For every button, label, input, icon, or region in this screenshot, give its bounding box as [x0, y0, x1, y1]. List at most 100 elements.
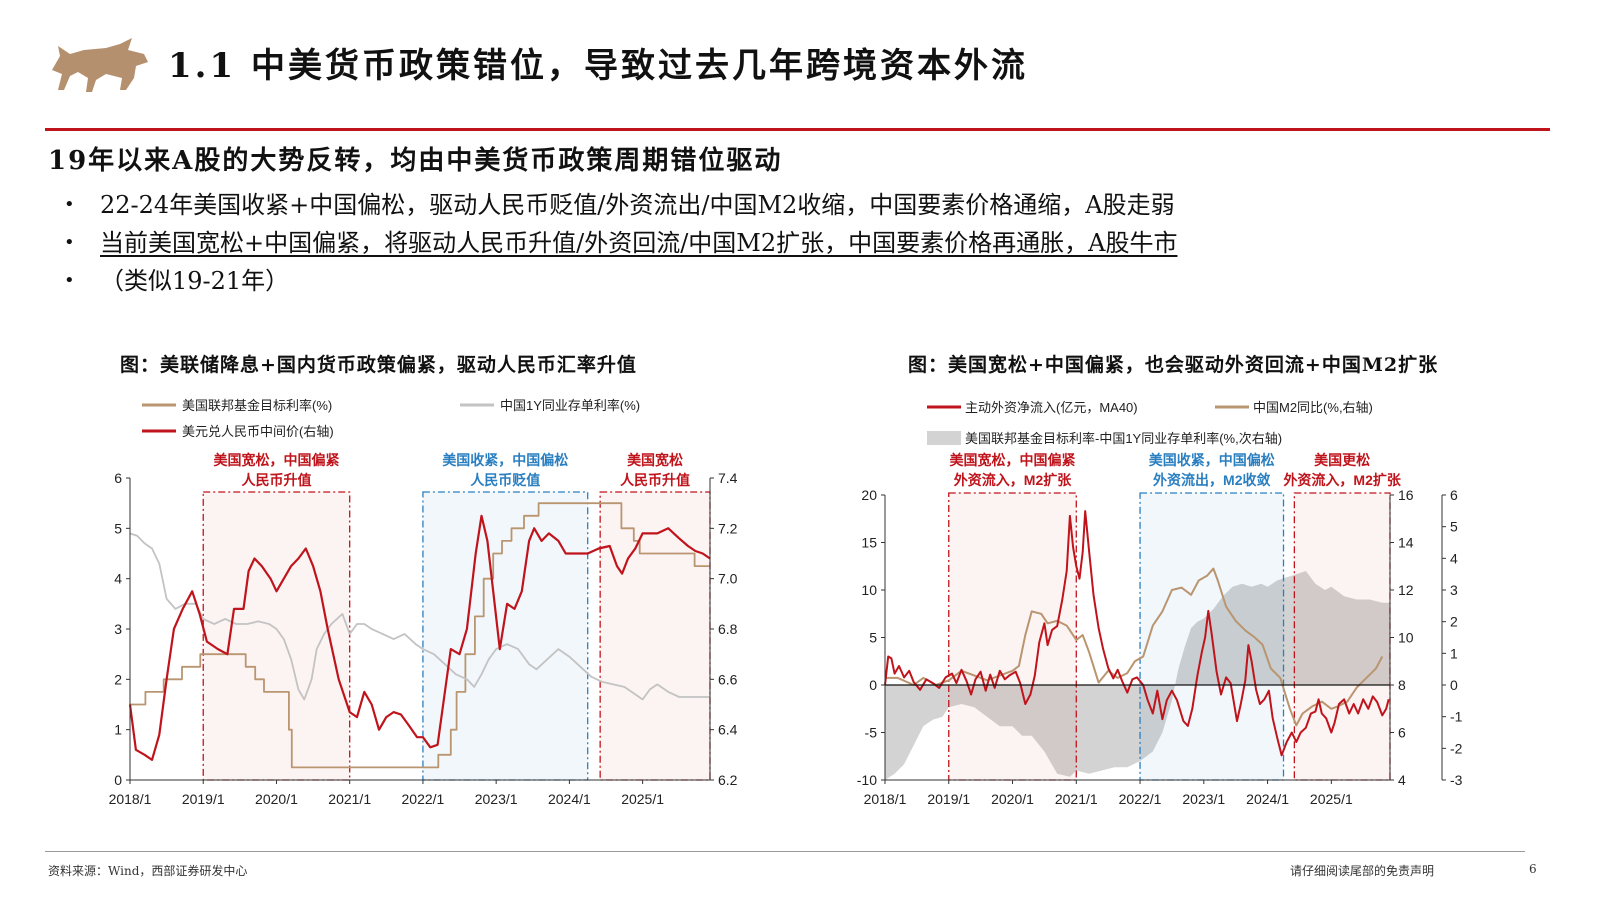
bullet-item: • 22-24年美国收紧+中国偏松，驱动人民币贬值/外资流出/中国M2收缩，中国要…: [64, 191, 1175, 219]
y-tick-label: 2: [114, 671, 122, 687]
headline: 19年以来A股的大势反转，均由中美货币政策周期错位驱动: [48, 146, 783, 176]
y2-tick-label: 14: [1398, 535, 1414, 551]
x-tick-label: 2025/1: [1310, 791, 1353, 807]
page-number: 6: [1529, 862, 1537, 876]
series-line: [130, 502, 710, 769]
annotation-label: 人民币升值: [620, 472, 690, 488]
source-note: 资料来源：Wind，西部证券研发中心: [48, 864, 248, 878]
page-title: 1.1 中美货币政策错位，导致过去几年跨境资本外流: [168, 46, 1028, 86]
y2-tick-label: 6.4: [718, 722, 738, 738]
bullet-list: • 22-24年美国收紧+中国偏松，驱动人民币贬值/外资流出/中国M2收缩，中国要…: [62, 186, 1177, 300]
y3-tick-label: 4: [1450, 550, 1458, 566]
bullet-text: （类似19-21年）: [100, 267, 290, 295]
y2-tick-label: 6.6: [718, 671, 738, 687]
x-tick-label: 2020/1: [255, 791, 298, 807]
y3-tick-label: 5: [1450, 519, 1458, 535]
annotation-label: 美国宽松，中国偏紧: [950, 452, 1076, 468]
chart-capital-flows: 主动外资净流入(亿元，MA40) 中国M2同比(%,右轴) 美国联邦基金目标利率-中…: [857, 400, 1463, 807]
x-tick-label: 2023/1: [1182, 791, 1225, 807]
x-tick-label: 2021/1: [328, 791, 371, 807]
y-tick-label: 1: [114, 722, 122, 738]
legend-swatch: [927, 431, 961, 445]
bullet-text: 当前美国宽松+中国偏紧，将驱动人民币升值/外资回流/中国M2扩张，中国要素价格再…: [100, 229, 1178, 257]
legend-label: 中国M2同比(%,右轴): [1253, 400, 1373, 415]
legend-label: 美国联邦基金目标利率-中国1Y同业存单利率(%,次右轴): [965, 431, 1282, 446]
chart-title-right: 图：美国宽松+中国偏紧，也会驱动外资回流+中国M2扩张: [908, 354, 1439, 376]
legend-label: 美元兑人民币中间价(右轴): [182, 424, 334, 439]
bull-logo-icon: [52, 38, 148, 92]
y2-tick-label: 16: [1398, 487, 1414, 503]
bullet-item: • （类似19-21年）: [64, 267, 290, 295]
annotation-label: 外资流入，M2扩张: [1283, 472, 1401, 488]
y2-tick-label: 7.4: [718, 470, 738, 486]
title-divider: [45, 128, 1550, 131]
y-tick-label: 0: [114, 772, 122, 788]
y2-tick-label: 6.2: [718, 772, 738, 788]
annotation-label: 外资流出，M2收敛: [1153, 472, 1270, 488]
series-line: [128, 514, 711, 761]
x-tick-label: 2019/1: [182, 791, 225, 807]
x-tick-label: 2025/1: [621, 791, 664, 807]
y3-tick-label: -1: [1450, 709, 1463, 725]
y3-tick-label: 6: [1450, 487, 1458, 503]
y2-tick-label: 6.8: [718, 621, 738, 637]
y2-tick-label: 7.2: [718, 520, 738, 536]
y3-tick-label: -2: [1450, 740, 1463, 756]
y3-tick-label: -3: [1450, 772, 1463, 788]
annotation-box: [599, 491, 711, 781]
bullet-item: • 当前美国宽松+中国偏紧，将驱动人民币升值/外资回流/中国M2扩张，中国要素价格…: [64, 229, 1178, 257]
annotation-label: 人民币贬值: [470, 472, 540, 488]
y-tick-label: 20: [861, 487, 877, 503]
y-tick-label: 5: [869, 630, 877, 646]
x-tick-label: 2024/1: [1246, 791, 1289, 807]
y2-tick-label: 4: [1398, 772, 1406, 788]
y-tick-label: 6: [114, 470, 122, 486]
series-line: [129, 532, 710, 701]
x-tick-label: 2022/1: [402, 791, 445, 807]
y-tick-label: 4: [114, 571, 122, 587]
y2-tick-label: 7.0: [718, 571, 738, 587]
legend-label: 中国1Y同业存单利率(%): [500, 398, 640, 413]
y2-tick-label: 12: [1398, 582, 1414, 598]
x-tick-label: 2018/1: [864, 791, 907, 807]
annotation-label: 美国宽松，中国偏紧: [213, 452, 339, 468]
disclaimer-note: 请仔细阅读尾部的免责声明: [1290, 864, 1435, 878]
y2-tick-label: 6: [1398, 725, 1406, 741]
y2-tick-label: 8: [1398, 677, 1406, 693]
annotation-label: 美国收紧，中国偏松: [1149, 452, 1275, 468]
annotation-box: [202, 491, 351, 781]
y2-tick-label: 10: [1398, 630, 1414, 646]
y3-tick-label: 1: [1450, 645, 1458, 661]
y-tick-label: 15: [861, 535, 877, 551]
annotation-box: [948, 492, 1077, 781]
y-tick-label: 10: [861, 582, 877, 598]
annotation-label: 美国宽松: [627, 452, 683, 468]
spread-area: [885, 571, 1390, 780]
x-tick-label: 2019/1: [927, 791, 970, 807]
y-tick-label: -5: [865, 725, 878, 741]
legend-label: 主动外资净流入(亿元，MA40): [965, 400, 1138, 415]
annotation-box: [1293, 492, 1391, 781]
footer-divider: [45, 851, 1525, 852]
y3-tick-label: 0: [1450, 677, 1458, 693]
annotation-label: 美国更松: [1314, 452, 1370, 468]
x-tick-label: 2021/1: [1055, 791, 1098, 807]
annotation-label: 美国收紧，中国偏松: [442, 452, 568, 468]
y-tick-label: 0: [869, 677, 877, 693]
series-line: [885, 567, 1384, 727]
annotation-label: 外资流入，M2扩张: [954, 472, 1072, 488]
bullet-text: 22-24年美国收紧+中国偏松，驱动人民币贬值/外资流出/中国M2收缩，中国要素…: [100, 191, 1175, 219]
y-tick-label: -10: [857, 772, 877, 788]
y-tick-label: 3: [114, 621, 122, 637]
chart-fx-rates: 美国联邦基金目标利率(%) 中国1Y同业存单利率(%) 美元兑人民币中间价(右轴) 美…: [109, 398, 738, 807]
legend-label: 美国联邦基金目标利率(%): [182, 398, 332, 413]
y-tick-label: 5: [114, 520, 122, 536]
chart-title-left: 图：美联储降息+国内货币政策偏紧，驱动人民币汇率升值: [120, 354, 637, 376]
annotation-box: [422, 491, 589, 781]
x-tick-label: 2022/1: [1119, 791, 1162, 807]
y3-tick-label: 2: [1450, 614, 1458, 630]
x-tick-label: 2024/1: [548, 791, 591, 807]
x-tick-label: 2020/1: [991, 791, 1034, 807]
annotation-label: 人民币升值: [241, 472, 311, 488]
x-tick-label: 2023/1: [475, 791, 518, 807]
